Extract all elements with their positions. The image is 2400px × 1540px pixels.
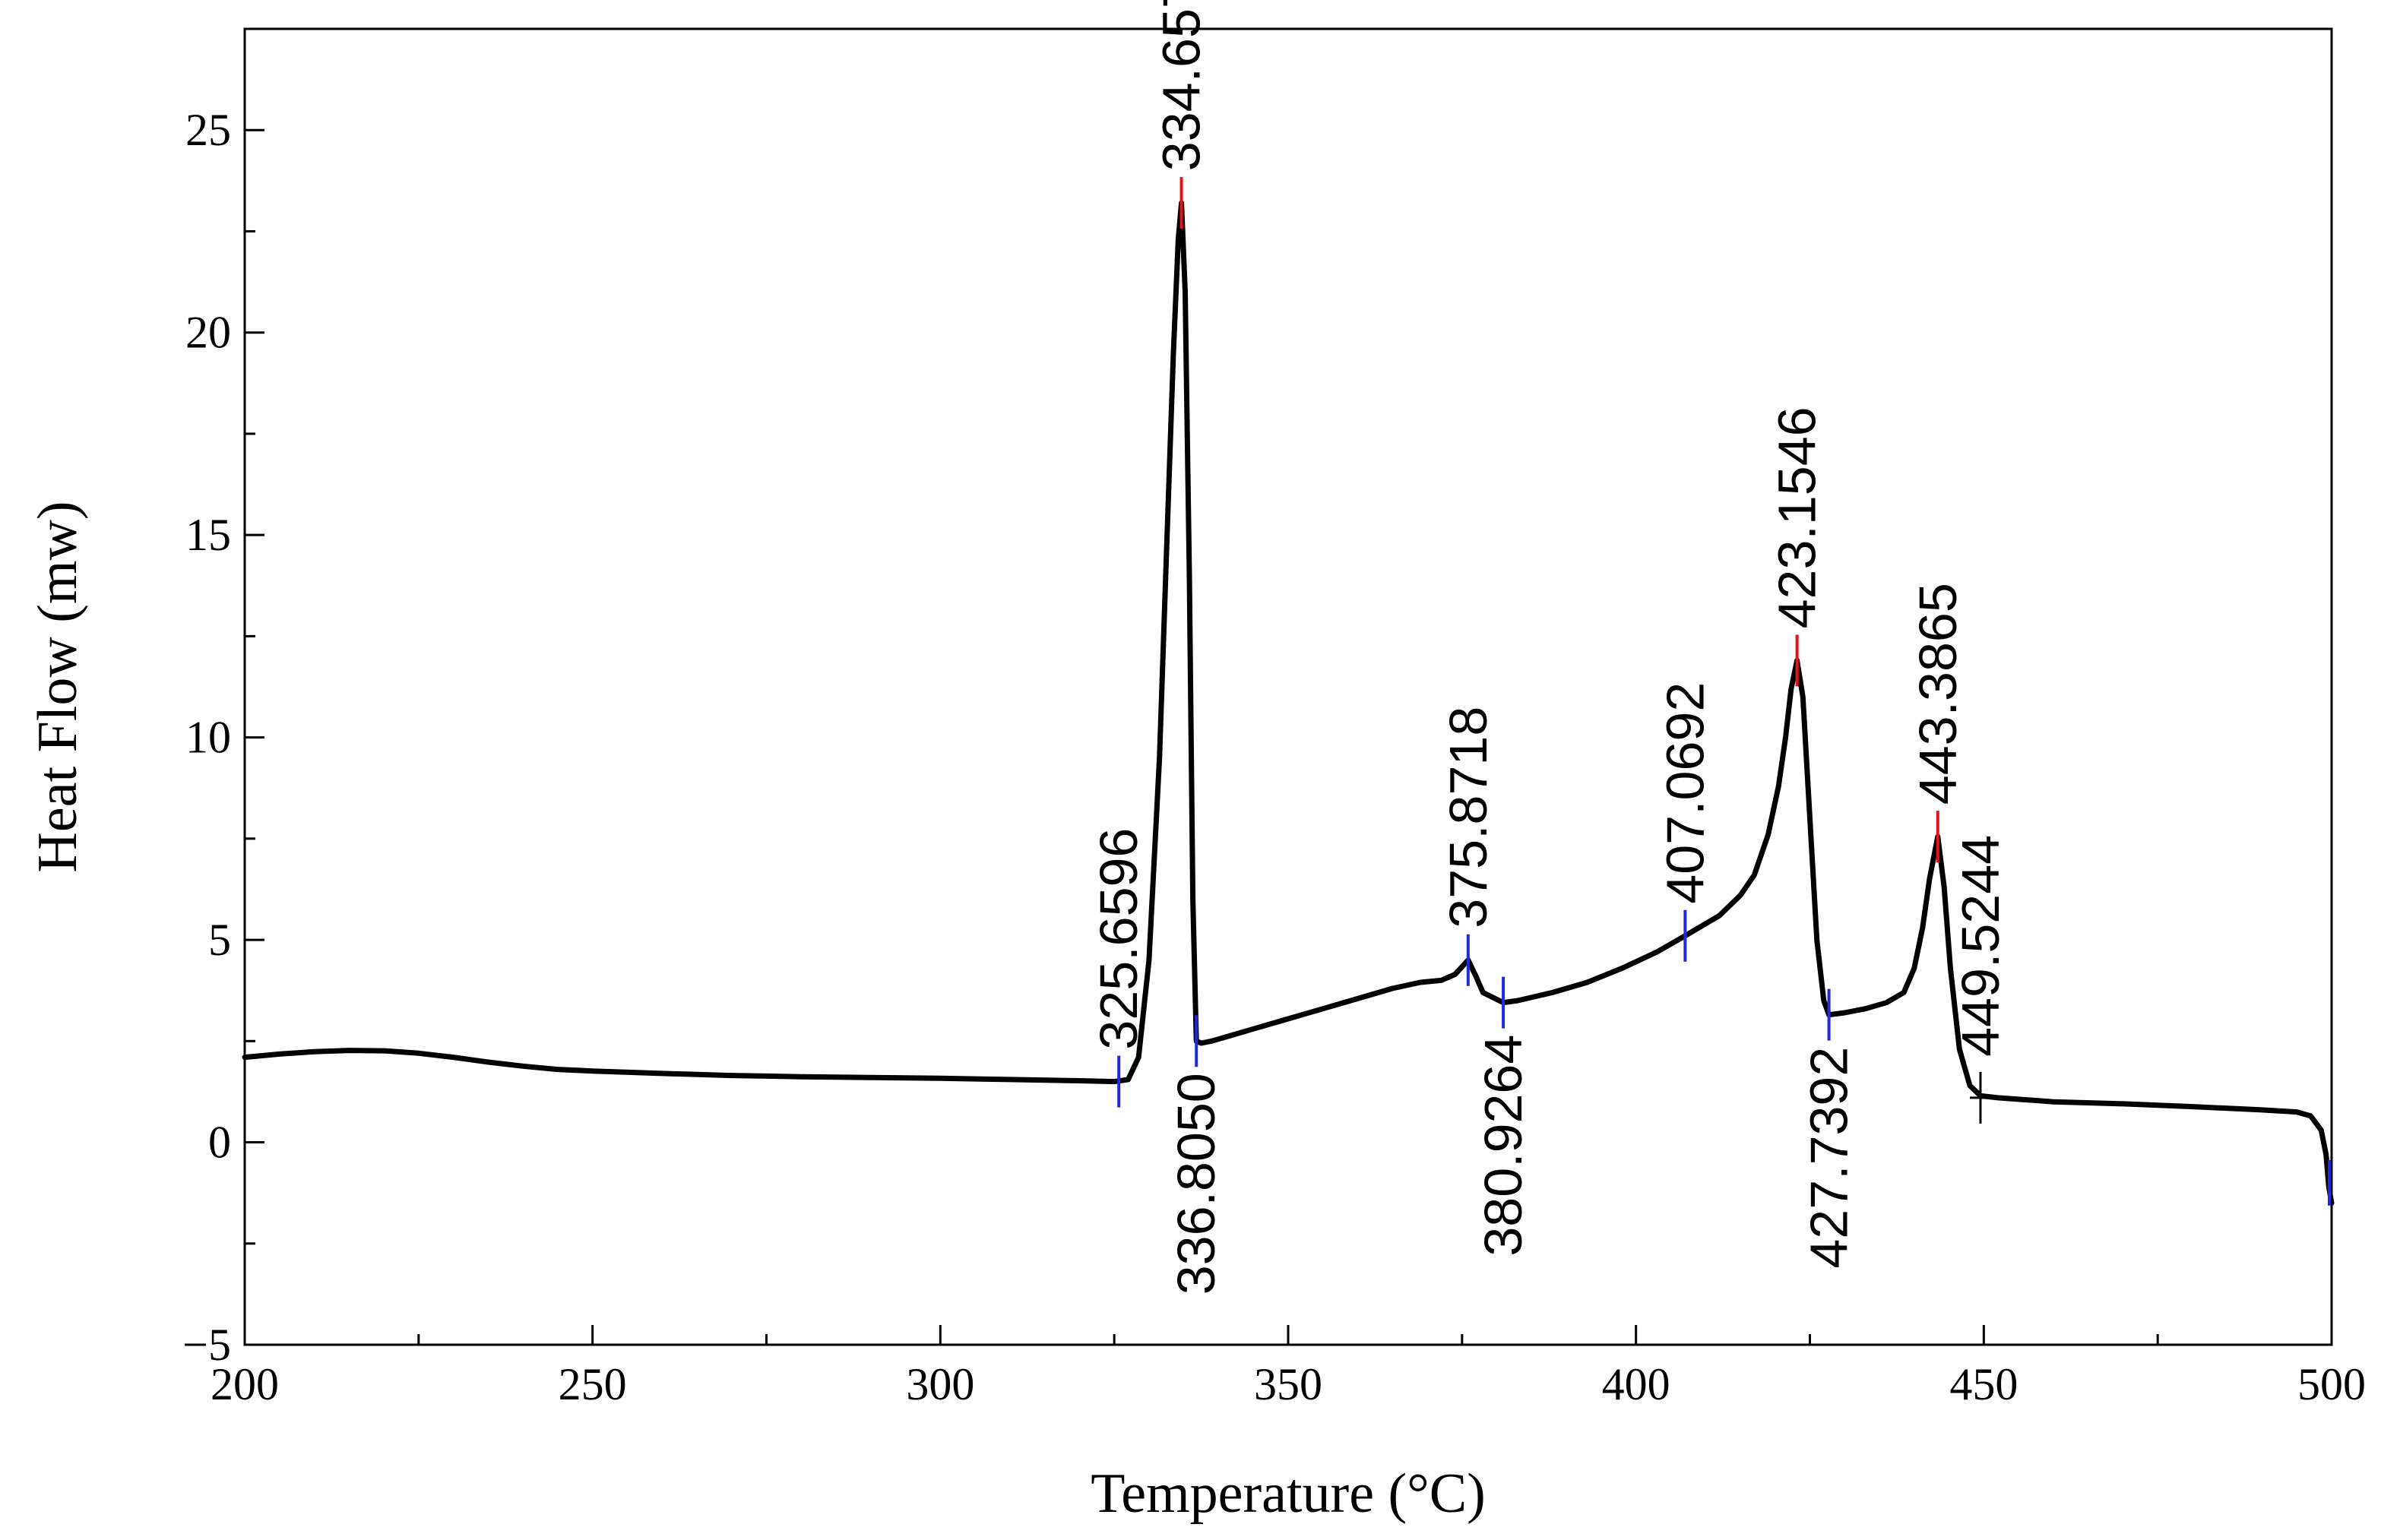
annotation-label: 375.8718 [1439,707,1498,928]
y-tick-label: 10 [185,713,231,763]
annotation-label: 336.8050 [1167,1073,1226,1295]
x-axis-ticks: 200 250 300 350 400 450 500 [211,1325,2366,1409]
annotation-label: 334.6572 [1152,0,1211,171]
x-tick-label: 500 [2297,1359,2366,1409]
series-line-dsc [242,200,2335,1206]
x-tick-label: 350 [1254,1359,1322,1409]
x-tick-label: 200 [211,1359,279,1409]
annotation-labels: 325.6596 334.6572 336.8050 375.8718 380.9264… [1089,0,2010,1295]
annotation-label: 325.6596 [1089,828,1148,1050]
y-axis-title: Heat Flow (mw) [27,501,89,872]
y-tick-label: 15 [185,510,231,560]
y-tick-label: 5 [208,915,231,965]
annotation-markers [1117,177,2331,1206]
x-tick-label: 250 [559,1359,627,1409]
annotation-label: 449.5244 [1951,835,2010,1057]
annotation-label: 423.1546 [1768,406,1827,628]
y-tick-label: 20 [185,308,231,358]
annotation-label: 427.7392 [1800,1047,1859,1269]
x-tick-label: 450 [1949,1359,2018,1409]
x-tick-label: 300 [906,1359,974,1409]
y-tick-label: 0 [208,1118,231,1168]
annotation-label: 380.9264 [1474,1035,1533,1257]
annotation-label: 443.3865 [1908,583,1968,805]
x-tick-label: 400 [1602,1359,1670,1409]
y-tick-label: 25 [185,105,231,155]
x-axis-title: Temperature (°C) [1091,1463,1486,1525]
annotation-label: 407.0692 [1655,682,1715,904]
plot-frame [243,27,2333,1346]
y-axis-ticks: −5 0 5 10 15 20 25 [182,105,264,1370]
y-tick-label: −5 [182,1320,231,1370]
